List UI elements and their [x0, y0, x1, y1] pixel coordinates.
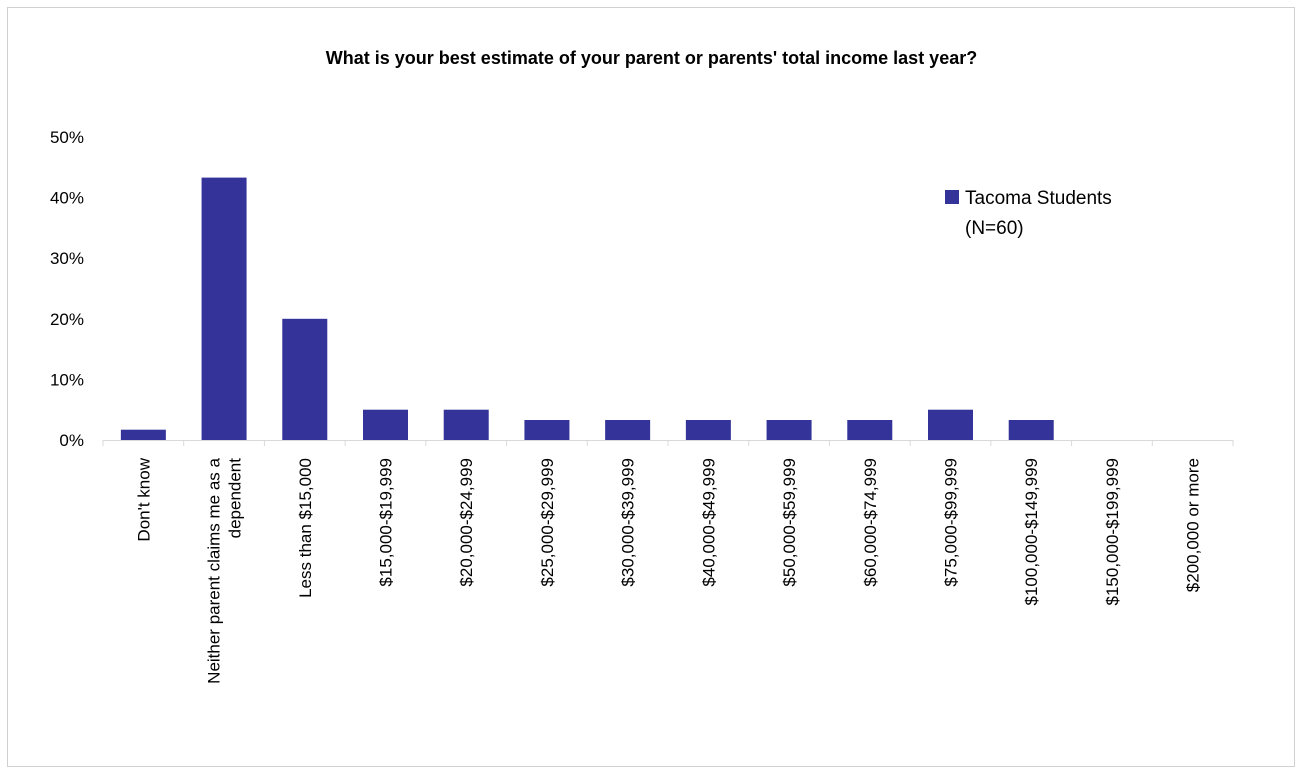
bar: [443, 409, 489, 440]
x-tick-label: $200,000 or more: [1184, 458, 1203, 592]
x-tick-label: $150,000-$199,999: [1103, 458, 1122, 605]
bars: [120, 177, 1054, 441]
legend-swatch: [945, 190, 959, 204]
x-tick-label: $15,000-$19,999: [377, 458, 396, 587]
bar: [766, 420, 812, 440]
x-tick-label: $75,000-$99,999: [942, 458, 961, 587]
x-tick-label: dependent: [226, 458, 245, 539]
x-tick-label: $60,000-$74,999: [861, 458, 880, 587]
y-tick-label: 0%: [59, 431, 84, 450]
legend-label: Tacoma Students: [965, 188, 1112, 209]
x-tick-label: $100,000-$149,999: [1022, 458, 1041, 605]
y-tick-label: 30%: [50, 249, 84, 268]
bar: [363, 409, 408, 440]
x-tick-label: $25,000-$29,999: [538, 458, 557, 587]
bar: [847, 420, 893, 440]
bar: [1008, 420, 1054, 440]
y-tick-label: 50%: [50, 128, 84, 147]
x-tick-label: $20,000-$24,999: [457, 458, 476, 587]
y-tick-label: 20%: [50, 310, 84, 329]
bar: [605, 420, 651, 440]
legend-label: (N=60): [965, 218, 1024, 239]
y-tick-label: 40%: [50, 189, 84, 208]
x-tick-label: $30,000-$39,999: [619, 458, 638, 587]
bar: [524, 420, 570, 440]
y-tick-label: 10%: [50, 370, 84, 389]
legend: Tacoma Students (N=60): [945, 188, 1112, 239]
x-tick-label: $40,000-$49,999: [699, 458, 718, 587]
x-tick-label: $50,000-$59,999: [780, 458, 799, 587]
bar: [928, 409, 973, 440]
x-tick-label: Don't know: [134, 457, 153, 541]
x-tick-label: Neither parent claims me as a: [205, 457, 224, 683]
chart-title: What is your best estimate of your paren…: [325, 48, 978, 68]
bar: [282, 318, 328, 440]
bar: [120, 429, 166, 440]
bar: [685, 420, 731, 440]
x-tick-label: Less than $15,000: [296, 458, 315, 598]
bar: [201, 177, 247, 441]
y-axis-ticks: 0% 10% 20% 30% 40% 50%: [50, 128, 84, 450]
